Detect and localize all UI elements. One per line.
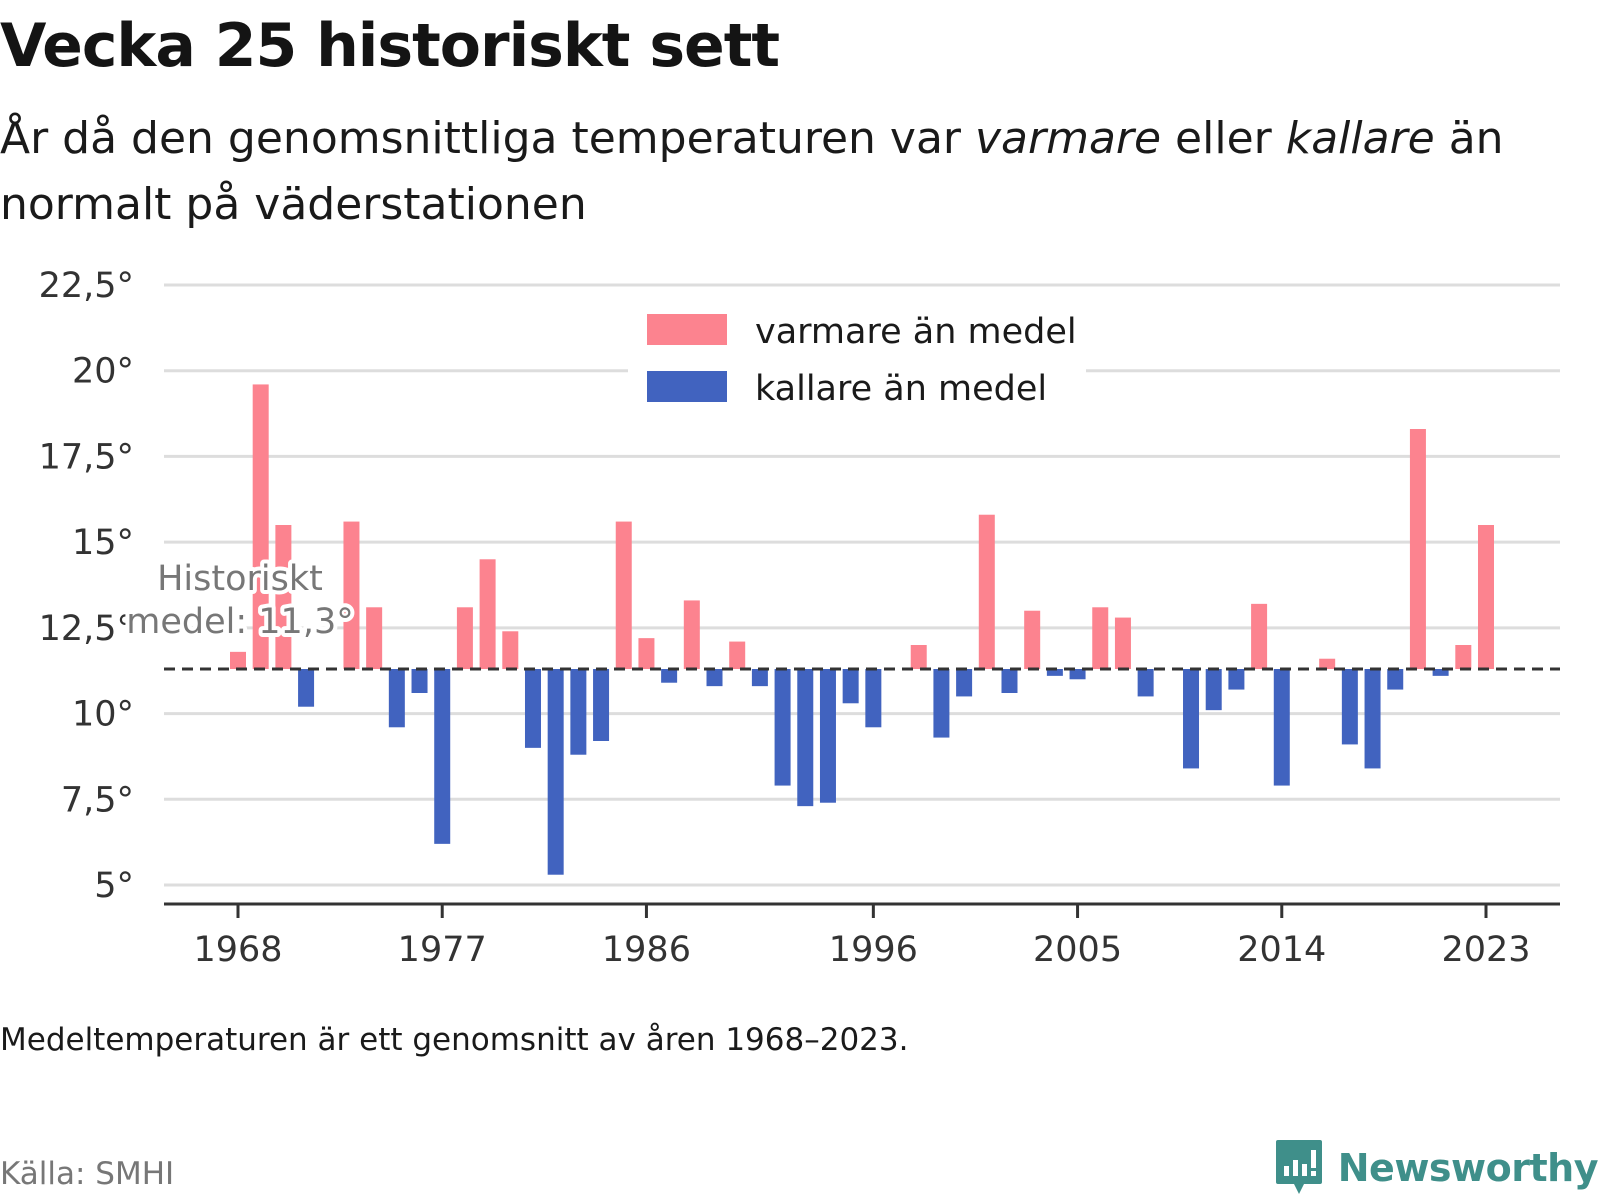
bar-colder-1999 <box>933 669 950 738</box>
bar-colder-1995 <box>842 669 859 704</box>
bar-colder-2019 <box>1387 669 1404 690</box>
bar-warmer-2020 <box>1409 429 1426 669</box>
y-tick-label: 12,5° <box>39 609 134 649</box>
y-tick-label: 22,5° <box>39 266 134 306</box>
bar-colder-2014 <box>1273 669 1290 786</box>
bar-warmer-1988 <box>683 600 700 669</box>
bar-warmer-1973 <box>343 521 360 669</box>
x-tick-label: 1996 <box>829 930 918 970</box>
x-tick-label: 1986 <box>602 930 691 970</box>
bar-warmer-2006 <box>1092 607 1109 669</box>
bar-colder-1993 <box>797 669 814 807</box>
y-tick-label: 10° <box>72 695 134 735</box>
bar-colder-2011 <box>1205 669 1222 711</box>
x-tick-label: 1968 <box>193 930 282 970</box>
bar-warmer-1969 <box>252 384 269 669</box>
legend: varmare än medel kallare än medel <box>628 298 1086 422</box>
baseline-label-line2: medel: 11,3° <box>126 602 353 642</box>
bar-warmer-2022 <box>1455 645 1472 669</box>
bar-colder-1994 <box>819 669 836 803</box>
bar-warmer-1968 <box>230 651 246 669</box>
bar-warmer-2007 <box>1114 617 1131 669</box>
bar-colder-2000 <box>956 669 973 697</box>
temperature-bar-chart: 5° 7,5° 10° 12,5° 15° 17,5° 20° 22,5° Historisk… <box>39 266 1560 970</box>
bar-colder-1976 <box>411 669 428 693</box>
bar-warmer-1979 <box>479 559 496 669</box>
bar-colder-2012 <box>1228 669 1245 690</box>
footnote: Medeltemperaturen är ett genomsnitt av å… <box>0 1022 909 1058</box>
bars <box>230 384 1494 875</box>
legend-swatch-colder <box>647 371 727 402</box>
bar-colder-2005 <box>1069 669 1086 680</box>
bar-colder-2018 <box>1364 669 1381 769</box>
x-tick-label: 1977 <box>398 930 487 970</box>
x-tick-label: 2014 <box>1237 930 1326 970</box>
bar-warmer-1998 <box>910 645 927 669</box>
bar-colder-2021 <box>1432 669 1449 676</box>
y-tick-label: 7,5° <box>61 780 134 820</box>
legend-swatch-warmer <box>647 314 727 345</box>
bar-warmer-1974 <box>366 607 383 669</box>
bar-colder-1996 <box>865 669 882 728</box>
chart-subtitle: År då den genomsnittliga temperaturen va… <box>0 106 1520 238</box>
legend-label-colder: kallare än medel <box>755 369 1047 409</box>
bar-colder-1992 <box>774 669 791 786</box>
y-tick-label: 17,5° <box>39 437 134 477</box>
bar-colder-1987 <box>661 669 678 683</box>
page-title: Vecka 25 historiskt sett <box>0 11 780 81</box>
bar-warmer-2003 <box>1024 610 1041 669</box>
y-tick-label: 15° <box>72 523 134 563</box>
bar-colder-2010 <box>1183 669 1200 769</box>
bar-warmer-1978 <box>456 607 473 669</box>
bar-warmer-2001 <box>978 514 995 669</box>
subtitle-text: än normalt på väderstationen <box>0 113 1504 230</box>
bar-warmer-1980 <box>502 631 519 669</box>
bar-colder-1982 <box>547 669 564 875</box>
bar-colder-1981 <box>524 669 541 748</box>
bar-colder-1984 <box>593 669 610 741</box>
y-tick-label: 5° <box>94 866 134 906</box>
source-credit: Källa: SMHI <box>0 1156 175 1192</box>
bar-warmer-1986 <box>638 638 655 669</box>
bar-colder-1989 <box>706 669 723 687</box>
x-tick-label: 2023 <box>1441 930 1530 970</box>
bar-colder-2004 <box>1046 669 1063 676</box>
baseline-label: Historiskt medel: 11,3° <box>122 555 357 646</box>
brand-name: Newsworthy <box>1337 1146 1599 1190</box>
bar-colder-1983 <box>570 669 587 755</box>
bar-warmer-1990 <box>729 641 746 669</box>
bar-warmer-1985 <box>615 521 632 669</box>
subtitle-emphasis-warmer: varmare <box>974 113 1162 164</box>
subtitle-emphasis-colder: kallare <box>1285 113 1435 164</box>
y-axis-ticks: 5° 7,5° 10° 12,5° 15° 17,5° 20° 22,5° <box>39 266 134 906</box>
bar-colder-1977 <box>434 669 451 844</box>
bar-warmer-1970 <box>275 525 292 669</box>
subtitle-text: eller <box>1161 113 1286 164</box>
bar-colder-1971 <box>298 669 315 707</box>
bar-warmer-2023 <box>1478 525 1494 669</box>
newsworthy-logo-icon <box>1275 1140 1322 1194</box>
x-tick-label: 2005 <box>1033 930 1122 970</box>
bar-warmer-2016 <box>1319 658 1336 669</box>
bar-colder-1975 <box>388 669 405 728</box>
bar-colder-1991 <box>751 669 768 687</box>
legend-label-warmer: varmare än medel <box>755 312 1077 352</box>
bar-colder-2002 <box>1001 669 1018 693</box>
baseline-label-line1: Historiskt <box>157 559 323 599</box>
bar-colder-2017 <box>1341 669 1358 745</box>
bar-colder-2008 <box>1137 669 1154 697</box>
x-axis-ticks: 1968 1977 1986 1996 2005 2014 2023 <box>193 904 1531 970</box>
y-tick-label: 20° <box>72 352 134 392</box>
bar-warmer-2013 <box>1251 603 1268 669</box>
subtitle-text: År då den genomsnittliga temperaturen va… <box>0 113 975 164</box>
brand-logo: Newsworthy <box>1274 1138 1599 1198</box>
